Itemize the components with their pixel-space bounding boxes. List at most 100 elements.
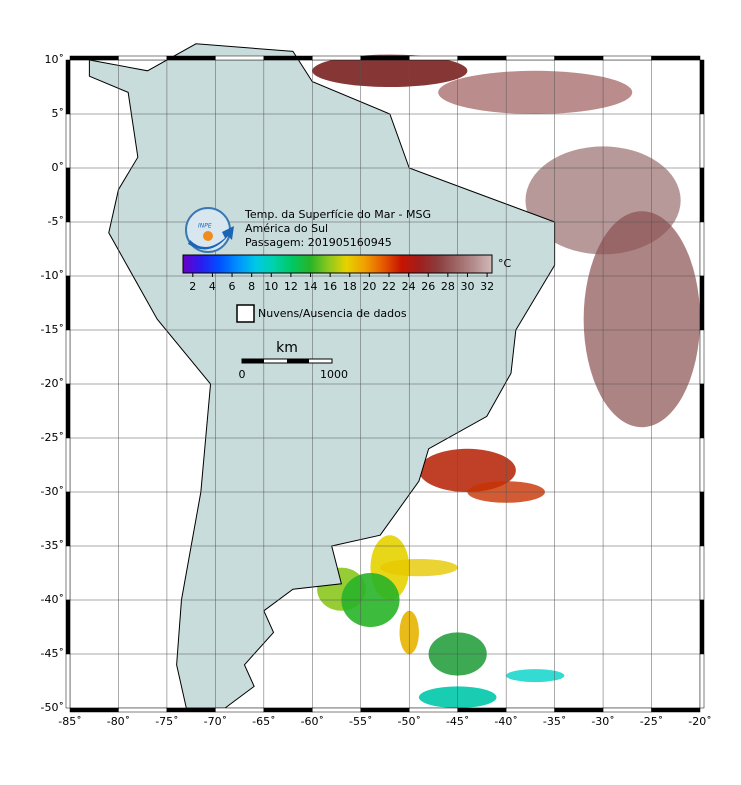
- colorbar-tick-label: 10: [264, 280, 278, 293]
- frame-seg: [699, 221, 705, 277]
- lon-tick-label: -40˚: [494, 715, 517, 728]
- colorbar-unit: °C: [498, 257, 512, 270]
- colorbar-tick-label: 2: [189, 280, 196, 293]
- frame-seg: [699, 599, 705, 655]
- frame-seg: [699, 275, 705, 331]
- colorbar-tick-label: 28: [441, 280, 455, 293]
- colorbar: [182, 254, 493, 274]
- lat-tick-label: -30˚: [41, 485, 64, 498]
- frame-seg: [65, 329, 71, 385]
- lon-tick-label: -30˚: [591, 715, 614, 728]
- frame-seg: [65, 59, 71, 115]
- lon-tick-label: -65˚: [252, 715, 275, 728]
- legend-swatch: [236, 304, 255, 323]
- logo-sun: [203, 231, 213, 241]
- colorbar-tick-label: 4: [209, 280, 216, 293]
- frame-seg: [505, 707, 555, 713]
- lon-tick-label: -45˚: [446, 715, 469, 728]
- frame-seg: [65, 653, 71, 709]
- frame-seg: [554, 707, 604, 713]
- frame-seg: [118, 55, 168, 61]
- frame-seg: [699, 113, 705, 169]
- lat-tick-label: 10˚: [45, 53, 65, 66]
- sst-patch: [312, 54, 468, 87]
- lat-tick-label: 5˚: [52, 107, 65, 120]
- colorbar-tick-label: 26: [421, 280, 435, 293]
- frame-seg: [699, 437, 705, 493]
- colorbar-tick-label: 30: [460, 280, 474, 293]
- sst-patch: [418, 448, 516, 492]
- frame-seg: [699, 545, 705, 601]
- frame-seg: [65, 491, 71, 547]
- frame-seg: [651, 707, 701, 713]
- colorbar-tick-label: 8: [248, 280, 255, 293]
- title-line: América do Sul: [245, 222, 328, 235]
- colorbar-tick-label: 20: [362, 280, 376, 293]
- frame-seg: [118, 707, 168, 713]
- frame-seg: [166, 707, 216, 713]
- legend-label: Nuvens/Ausencia de dados: [258, 307, 407, 320]
- frame-seg: [215, 55, 265, 61]
- logo-arrow: [188, 226, 234, 250]
- frame-layer: [65, 55, 705, 713]
- lat-tick-label: -25˚: [41, 431, 64, 444]
- frame-seg: [69, 55, 119, 61]
- grid-layer: -85˚ -80˚ -75˚ -70˚ -65˚ -60˚ -55˚ -50˚ -45˚ -40˚…: [41, 53, 712, 728]
- lon-tick-label: -55˚: [349, 715, 372, 728]
- colorbar-tick-label: 18: [343, 280, 357, 293]
- sst-patch: [506, 669, 565, 683]
- sst-patch: [380, 558, 458, 577]
- frame-seg: [408, 55, 458, 61]
- frame-seg: [505, 55, 555, 61]
- title-line: Passagem: 201905160945: [245, 236, 392, 249]
- frame-seg: [69, 707, 119, 713]
- lon-tick-label: -80˚: [107, 715, 130, 728]
- frame-seg: [360, 55, 410, 61]
- frame-seg: [65, 545, 71, 601]
- frame-seg: [166, 55, 216, 61]
- frame-seg: [215, 707, 265, 713]
- lat-tick-label: -20˚: [41, 377, 64, 390]
- frame-seg: [312, 55, 362, 61]
- frame-seg: [554, 55, 604, 61]
- lat-tick-label: -10˚: [41, 269, 64, 282]
- lon-tick-label: -35˚: [543, 715, 566, 728]
- title-line: Temp. da Superfície do Mar - MSG: [244, 208, 431, 221]
- scale-label: 1000: [320, 368, 348, 381]
- colorbar-tick-label: 16: [323, 280, 337, 293]
- lon-tick-label: -50˚: [397, 715, 420, 728]
- frame-seg: [699, 59, 705, 115]
- frame-seg: [65, 167, 71, 223]
- frame-seg: [699, 383, 705, 439]
- frame-seg: [263, 55, 313, 61]
- frame-seg: [602, 55, 652, 61]
- frame-seg: [360, 707, 410, 713]
- frame-seg: [699, 329, 705, 385]
- frame-seg: [408, 707, 458, 713]
- lon-tick-label: -75˚: [155, 715, 178, 728]
- lon-tick-label: -85˚: [58, 715, 81, 728]
- lat-tick-label: -50˚: [41, 701, 64, 714]
- frame-seg: [65, 221, 71, 277]
- frame-seg: [699, 167, 705, 223]
- colorbar-tick-label: 22: [382, 280, 396, 293]
- frame-seg: [65, 599, 71, 655]
- colorbar-tick-label: 32: [480, 280, 494, 293]
- scale-bar-seg: [242, 359, 264, 363]
- lat-tick-label: -15˚: [41, 323, 64, 336]
- lat-tick-label: -40˚: [41, 593, 64, 606]
- lat-tick-label: -5˚: [48, 215, 64, 228]
- lon-tick-label: -60˚: [301, 715, 324, 728]
- sst-patch: [438, 70, 633, 114]
- colorbar-tick-label: 24: [402, 280, 416, 293]
- lat-tick-label: -35˚: [41, 539, 64, 552]
- frame-seg: [65, 437, 71, 493]
- scale-label: 0: [239, 368, 246, 381]
- frame-seg: [65, 383, 71, 439]
- scale-unit: km: [276, 340, 298, 356]
- frame-seg: [263, 707, 313, 713]
- frame-seg: [65, 275, 71, 331]
- frame-seg: [699, 491, 705, 547]
- logo-text: INPE: [198, 223, 212, 230]
